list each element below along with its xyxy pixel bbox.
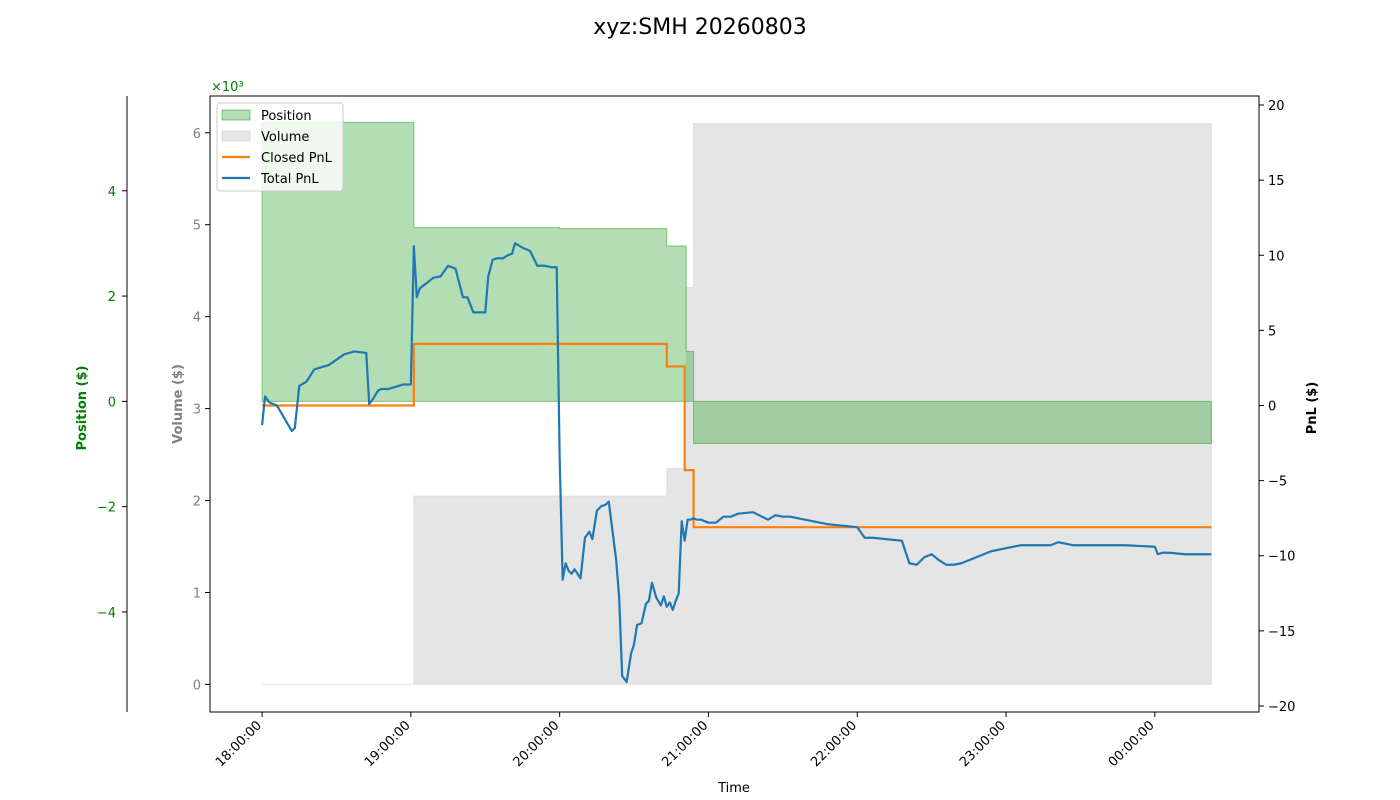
legend-label: Closed PnL	[261, 151, 333, 166]
pnl-tick-label: −15	[1268, 625, 1295, 640]
legend: Position Volume Closed PnL Total PnL	[216, 102, 344, 192]
volume-tick-label: 0	[193, 678, 201, 693]
volume-tick-label: 4	[193, 311, 201, 326]
plot-frame	[209, 95, 1260, 713]
position-tick-label: 0	[108, 395, 116, 410]
volume-axis-label: Volume ($)	[171, 364, 186, 444]
volume-tick-label: 1	[193, 586, 201, 601]
legend-label: Position	[261, 109, 312, 124]
position-tick-label: 4	[108, 185, 116, 200]
volume-tick-label: 2	[193, 495, 201, 510]
x-tick-label: 19:00:00	[362, 718, 414, 770]
legend-label: Total PnL	[260, 172, 319, 187]
volume-tick-label: 6	[193, 127, 201, 142]
pnl-tick-label: 15	[1268, 174, 1285, 189]
x-tick-label: 20:00:00	[511, 718, 563, 770]
legend-label: Volume	[261, 130, 309, 145]
pnl-tick-label: 5	[1268, 324, 1276, 339]
pnl-tick-label: 10	[1268, 249, 1285, 264]
x-tick-label: 23:00:00	[957, 718, 1009, 770]
position-axis-label: Position ($)	[75, 366, 90, 451]
pnl-tick-label: −10	[1268, 550, 1295, 565]
position-tick-label: −2	[97, 501, 116, 516]
x-tick-label: 21:00:00	[659, 718, 711, 770]
x-tick-label: 00:00:00	[1106, 718, 1158, 770]
x-tick-label: 22:00:00	[808, 718, 860, 770]
area-series-group	[261, 121, 1212, 685]
pnl-tick-label: 0	[1268, 400, 1276, 415]
chart-title: xyz:SMH 20260803	[593, 15, 806, 40]
pnl-axis-label: PnL ($)	[1305, 382, 1320, 435]
x-tick-label: 18:00:00	[213, 718, 265, 770]
position-tick-label: 2	[108, 290, 116, 305]
legend-swatch	[221, 109, 251, 121]
total-pnl-line	[260, 242, 1212, 684]
legend-box	[216, 102, 344, 192]
legend-swatch	[221, 130, 251, 142]
x-axis-label: Time	[717, 781, 750, 796]
pnl-tick-label: −20	[1268, 700, 1295, 715]
volume-tick-label: 5	[193, 219, 201, 234]
closed-pnl-line	[262, 342, 1212, 529]
volume-tick-label: 3	[193, 403, 201, 418]
volume-area	[262, 123, 1212, 685]
volume-scale-label: ×10³	[211, 80, 244, 95]
position-tick-label: −4	[97, 606, 116, 621]
pnl-tick-label: 20	[1268, 99, 1285, 114]
line-series-group	[260, 242, 1212, 684]
position-area	[261, 121, 1212, 444]
pnl-tick-label: −5	[1268, 475, 1287, 490]
